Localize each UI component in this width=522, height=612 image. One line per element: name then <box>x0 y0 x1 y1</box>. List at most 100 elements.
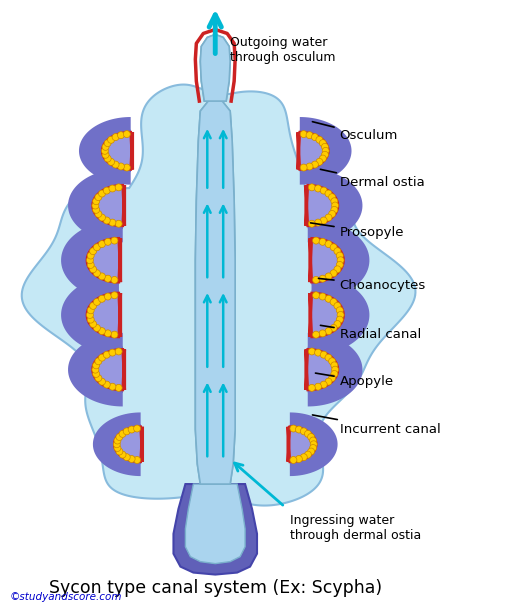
Circle shape <box>117 132 124 139</box>
Text: ©studyandscore.com: ©studyandscore.com <box>9 592 122 602</box>
Polygon shape <box>87 293 121 337</box>
Circle shape <box>92 366 99 373</box>
Circle shape <box>316 159 323 165</box>
Circle shape <box>119 451 126 458</box>
Polygon shape <box>290 412 338 476</box>
Circle shape <box>99 327 105 335</box>
Polygon shape <box>312 220 370 300</box>
Circle shape <box>329 193 336 201</box>
Circle shape <box>313 237 319 244</box>
Circle shape <box>330 270 337 277</box>
Circle shape <box>320 187 327 194</box>
Circle shape <box>331 202 339 209</box>
Text: Sycon type canal system (Ex: Scypha): Sycon type canal system (Ex: Scypha) <box>49 580 382 597</box>
Polygon shape <box>308 333 362 406</box>
Polygon shape <box>298 132 328 170</box>
Polygon shape <box>173 484 257 575</box>
Circle shape <box>304 430 312 438</box>
Text: Osculum: Osculum <box>313 122 398 143</box>
Circle shape <box>331 362 338 369</box>
Circle shape <box>109 383 116 390</box>
Circle shape <box>93 324 100 332</box>
Circle shape <box>320 217 327 224</box>
Polygon shape <box>22 84 416 506</box>
Polygon shape <box>93 349 125 390</box>
Circle shape <box>304 451 312 458</box>
Circle shape <box>295 455 302 463</box>
Circle shape <box>115 348 122 355</box>
Circle shape <box>310 441 317 448</box>
Circle shape <box>300 453 307 461</box>
Circle shape <box>99 354 105 361</box>
Circle shape <box>330 244 337 251</box>
Circle shape <box>300 164 307 171</box>
Polygon shape <box>200 34 230 101</box>
Polygon shape <box>93 185 125 226</box>
Text: Incurrent canal: Incurrent canal <box>313 415 441 436</box>
Circle shape <box>325 273 332 280</box>
Circle shape <box>330 324 337 332</box>
Circle shape <box>90 248 97 255</box>
Polygon shape <box>185 484 245 564</box>
Circle shape <box>103 187 110 194</box>
Circle shape <box>104 293 111 300</box>
Polygon shape <box>308 169 362 242</box>
Circle shape <box>322 147 329 154</box>
Circle shape <box>123 453 130 461</box>
Circle shape <box>90 302 97 309</box>
Circle shape <box>300 428 307 435</box>
Polygon shape <box>306 349 338 390</box>
Circle shape <box>90 321 97 327</box>
Text: Dermal ostia: Dermal ostia <box>321 170 424 189</box>
Circle shape <box>114 437 121 444</box>
Circle shape <box>336 307 343 314</box>
Circle shape <box>325 378 332 385</box>
Circle shape <box>320 381 327 388</box>
Polygon shape <box>87 238 121 282</box>
Circle shape <box>312 161 318 168</box>
Circle shape <box>331 206 338 214</box>
Polygon shape <box>68 333 123 406</box>
Circle shape <box>134 425 140 432</box>
Text: Outgoing water
through osculum: Outgoing water through osculum <box>230 37 336 64</box>
Circle shape <box>334 248 341 255</box>
Circle shape <box>325 214 332 221</box>
Circle shape <box>113 441 120 448</box>
Circle shape <box>331 366 339 373</box>
Circle shape <box>295 426 302 433</box>
Circle shape <box>319 155 326 162</box>
Circle shape <box>103 217 110 224</box>
Circle shape <box>307 448 315 455</box>
Circle shape <box>307 433 315 441</box>
Circle shape <box>99 241 105 248</box>
Circle shape <box>87 261 94 269</box>
Circle shape <box>87 312 93 318</box>
Circle shape <box>290 425 297 432</box>
Text: Ingressing water
through dermal ostia: Ingressing water through dermal ostia <box>290 514 421 542</box>
Circle shape <box>87 252 94 259</box>
Circle shape <box>109 219 116 226</box>
Circle shape <box>325 327 332 335</box>
Text: Prosopyle: Prosopyle <box>311 223 404 239</box>
Text: Apopyle: Apopyle <box>315 373 394 388</box>
Circle shape <box>319 275 326 282</box>
Circle shape <box>111 237 118 244</box>
Circle shape <box>309 384 315 391</box>
Circle shape <box>95 211 102 217</box>
Circle shape <box>290 457 297 463</box>
Circle shape <box>315 219 322 226</box>
Circle shape <box>134 457 140 463</box>
Circle shape <box>92 202 99 209</box>
Polygon shape <box>61 220 119 300</box>
Circle shape <box>115 384 122 391</box>
Circle shape <box>114 444 121 452</box>
Circle shape <box>313 292 319 299</box>
Circle shape <box>312 133 318 141</box>
Circle shape <box>103 351 110 358</box>
Polygon shape <box>195 98 235 484</box>
Polygon shape <box>200 34 230 101</box>
Circle shape <box>316 136 323 143</box>
Circle shape <box>306 163 313 170</box>
Circle shape <box>99 378 105 385</box>
Polygon shape <box>195 98 235 484</box>
